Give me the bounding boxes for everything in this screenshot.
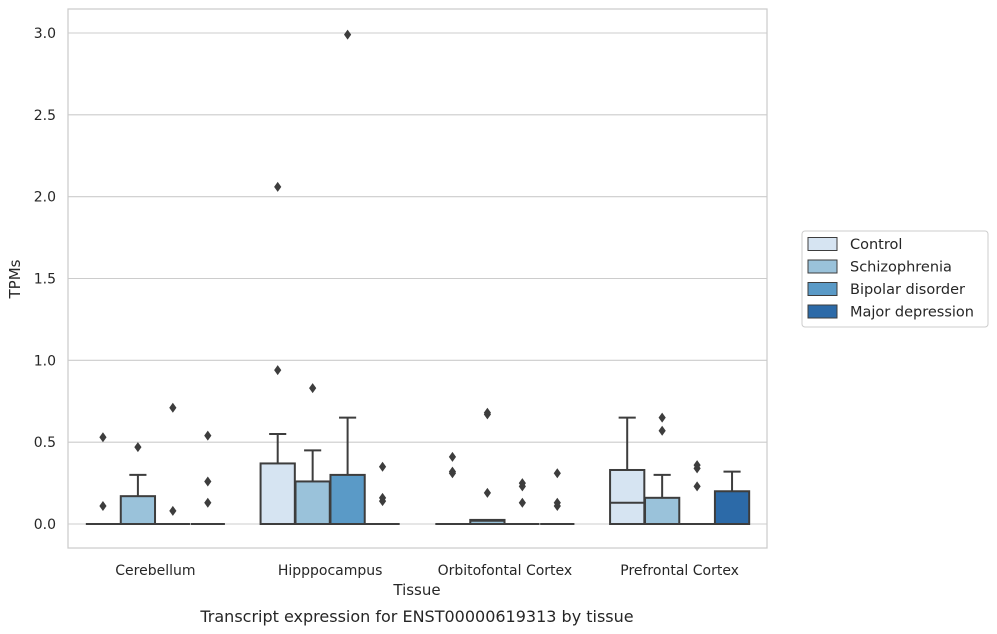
legend-label: Schizophrenia (850, 260, 952, 276)
outlier-point (134, 442, 142, 453)
box-group (679, 460, 715, 525)
outlier-point (204, 476, 212, 487)
outlier-point (483, 409, 491, 420)
outlier-point (518, 497, 526, 508)
box (259, 462, 296, 526)
outlier-point (553, 468, 561, 479)
box-group (85, 432, 121, 525)
outlier-point (204, 430, 212, 441)
box (294, 480, 331, 525)
box-layer (85, 29, 751, 526)
x-tick-label: Prefrontal Cortex (620, 563, 739, 579)
outlier-point (309, 383, 317, 394)
legend-items: Control Schizophrenia Bipolar disorder Majo… (807, 237, 974, 321)
y-tick-label: 0.0 (34, 517, 56, 533)
plot-frame (67, 8, 768, 549)
y-tick-label: 1.5 (34, 271, 56, 287)
outlier-point (658, 412, 666, 423)
outlier-point (553, 500, 561, 511)
x-tick-label: Hipppocampus (278, 563, 383, 579)
box (329, 473, 366, 525)
box-group (259, 181, 296, 526)
outlier-point (169, 505, 177, 516)
outlier-point (448, 451, 457, 462)
box-group (365, 461, 400, 525)
legend-label: Bipolar disorder (850, 282, 965, 298)
outlier-point (378, 461, 387, 472)
box-group (119, 442, 157, 525)
outlier-point (274, 181, 282, 192)
outlier-point (344, 29, 352, 40)
box-group (540, 468, 575, 525)
box-group (190, 430, 225, 525)
box (644, 496, 681, 526)
outlier-point (448, 468, 457, 479)
legend-label: Major depression (850, 305, 974, 321)
outlier-point (204, 497, 212, 508)
box-group (155, 402, 190, 525)
x-axis-label: Tissue (392, 581, 440, 599)
outlier-point (518, 481, 526, 492)
outlier-point (99, 432, 107, 443)
y-ticks: 0.0 0.5 1.0 1.5 2.0 2.5 3.0 (34, 26, 56, 533)
box-group (329, 29, 366, 525)
outlier-point (99, 500, 107, 511)
x-tick-label: Cerebellum (115, 563, 195, 579)
x-ticks: Cerebellum Hipppocampus Orbitofontal Corte… (115, 563, 739, 579)
box-group (435, 451, 470, 525)
legend-frame (801, 230, 989, 328)
y-tick-label: 3.0 (34, 26, 56, 42)
x-tick-label: Orbitofontal Cortex (438, 563, 573, 579)
box-group (294, 383, 331, 525)
y-tick-label: 1.0 (34, 353, 56, 369)
legend: Control Schizophrenia Bipolar disorder Majo… (801, 230, 989, 328)
box-group (469, 407, 506, 526)
y-axis-label: TPMs (6, 259, 24, 299)
box-group (609, 416, 646, 525)
outlier-point (169, 402, 177, 413)
box (713, 490, 751, 525)
y-tick-label: 2.5 (34, 108, 56, 124)
legend-swatch (807, 304, 838, 319)
outlier-point (378, 496, 387, 507)
grid-layer (68, 32, 767, 525)
box-group (505, 478, 540, 525)
box (119, 495, 157, 525)
y-tick-label: 0.5 (34, 435, 56, 451)
chart-caption: Transcript expression for ENST0000061931… (199, 607, 633, 626)
outlier-point (693, 463, 701, 474)
legend-swatch (807, 259, 838, 274)
outlier-point (483, 487, 491, 498)
outlier-point (658, 425, 666, 436)
legend-swatch (807, 237, 838, 251)
box-group (713, 470, 751, 525)
legend-swatch (807, 282, 838, 296)
outlier-point (274, 365, 282, 376)
legend-label: Control (850, 237, 902, 253)
box (609, 468, 646, 525)
outlier-point (693, 481, 701, 492)
y-tick-label: 2.0 (34, 190, 56, 206)
box-group (644, 412, 681, 526)
